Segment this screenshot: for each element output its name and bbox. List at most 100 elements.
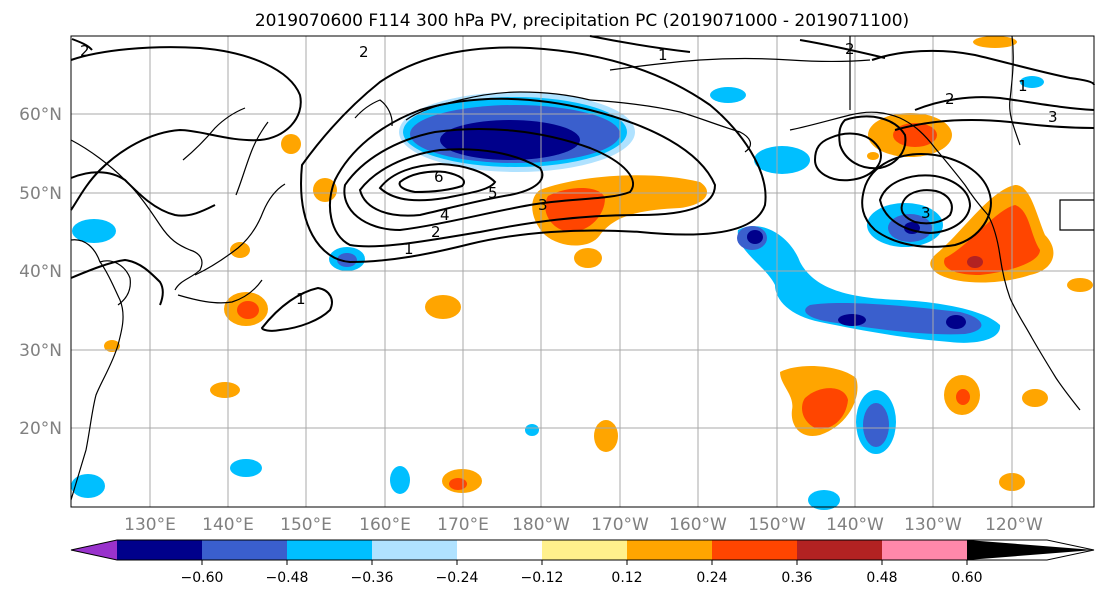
pv-contour-label: 1 <box>296 290 306 308</box>
pv-contours <box>70 35 1095 332</box>
pv-contour-label: 3 <box>921 204 931 222</box>
colorbar-segment <box>882 540 967 560</box>
colorbar-segment <box>627 540 712 560</box>
lon-label: 140°W <box>826 515 884 535</box>
lon-label: 170°E <box>437 515 489 535</box>
neg-anomaly-ne-pacific-west-core <box>747 230 763 244</box>
colorbar-segment <box>117 540 202 560</box>
colorbar-tick-label: 0.24 <box>696 570 727 586</box>
lat-label: 30°N <box>19 341 62 361</box>
neg-anomaly-gulf <box>754 146 810 174</box>
colorbar-tick-label: 0.48 <box>866 570 897 586</box>
colorbar-segment <box>287 540 372 560</box>
pos-anomaly-kuril <box>281 134 301 154</box>
colorbar-extend-max <box>967 540 1094 560</box>
lon-label: 150°E <box>280 515 332 535</box>
colorbar-extend-min <box>71 540 117 560</box>
neg-anomaly-trop-1 <box>230 459 262 477</box>
lon-label: 130°E <box>124 515 176 535</box>
pos-anomaly-subtropic-2-core <box>956 389 970 405</box>
colorbar-segment <box>797 540 882 560</box>
colorbar-tick-label: −0.36 <box>351 570 394 586</box>
pv-contour-label: 3 <box>1048 108 1058 126</box>
neg-anomaly-alaska-small <box>710 87 746 103</box>
pv-contour-label-group: 1 2 3 4 5 6 1 2 3 1 2 1 2 3 2 <box>80 40 1058 308</box>
map-frame <box>70 35 1095 508</box>
neg-anomaly-philippines <box>71 474 105 498</box>
lat-label: 60°N <box>19 105 62 125</box>
pos-anomaly-inland <box>1067 278 1093 292</box>
neg-anomaly-canada <box>1020 76 1044 88</box>
colorbar-tick-label: −0.24 <box>436 570 479 586</box>
pv-contour-label: 3 <box>538 196 548 214</box>
colorbar-outline <box>70 539 1095 561</box>
pos-anomaly-alaska-panhandle-inner <box>893 123 937 147</box>
pos-anomaly-aleutian-small <box>574 248 602 268</box>
pos-anomaly-midlat <box>425 295 461 319</box>
pv-contour-label: 1 <box>1018 77 1028 95</box>
colorbar-tick-label: 0.60 <box>951 570 982 586</box>
map-panel: 1 2 3 4 5 6 1 2 3 1 2 1 2 3 2 <box>70 35 1095 510</box>
pos-anomaly-subtropic-1-inner <box>802 388 848 429</box>
neg-anomaly-sw-of-low-core <box>337 253 357 267</box>
pos-anomaly-trop-1-core <box>449 478 467 490</box>
colorbar-segment <box>457 540 542 560</box>
lon-label: 180°W <box>512 515 570 535</box>
neg-anomaly-ne-pacific-core <box>838 314 866 326</box>
colorbar-tick-label: −0.12 <box>521 570 564 586</box>
neg-anomaly-bering-core <box>440 120 580 160</box>
neg-anomaly-ne-pacific-east-core <box>946 315 966 329</box>
colorbar-segment <box>542 540 627 560</box>
lon-label: 160°W <box>669 515 727 535</box>
pv-contour-label: 1 <box>404 240 414 258</box>
longitude-labels: 130°E 140°E 150°E 160°E 170°E 180°W 170°… <box>124 515 1043 535</box>
pv-contour-label: 2 <box>945 90 955 108</box>
neg-anomaly-south-edge <box>808 490 840 510</box>
lon-label: 130°W <box>904 515 962 535</box>
lat-label: 20°N <box>19 419 62 439</box>
colorbar-segment <box>372 540 457 560</box>
latitude-labels: 60°N 50°N 40°N 30°N 20°N <box>19 105 62 439</box>
lon-label: 150°W <box>748 515 806 535</box>
colorbar-ticks <box>201 560 968 565</box>
lat-label: 40°N <box>19 262 62 282</box>
pos-anomaly-north-edge <box>973 36 1017 48</box>
neg-anomaly-korea <box>72 219 116 243</box>
pv-contour-label: 5 <box>488 184 498 202</box>
neg-anomaly-trop-2 <box>390 466 410 494</box>
lat-label: 50°N <box>19 184 62 204</box>
neg-anomaly-ne-pacific-inner <box>805 302 982 335</box>
neg-anomaly-subtropic-inner <box>863 403 889 447</box>
pv-contour-label: 2 <box>845 40 855 58</box>
colorbar-tick-label: 0.36 <box>781 570 812 586</box>
pv-contour-label: 2 <box>431 223 441 241</box>
pv-contour-label: 4 <box>440 206 450 224</box>
pv-contour-label: 1 <box>658 46 668 64</box>
neg-anomaly-trop-3 <box>525 424 539 436</box>
pv-contour-label: 2 <box>359 43 369 61</box>
colorbar-tick-label: 0.12 <box>611 570 642 586</box>
colorbar: −0.60 −0.48 −0.36 −0.24 −0.12 0.12 0.24 … <box>70 539 1095 586</box>
pv-contour-label: 6 <box>434 168 444 186</box>
colorbar-segment <box>712 540 797 560</box>
lon-label: 140°E <box>202 515 254 535</box>
pos-anomaly-central-pacific <box>594 420 618 452</box>
lon-label: 170°W <box>591 515 649 535</box>
pos-anomaly-westcoast-inner <box>944 205 1040 275</box>
pos-anomaly-westcoast-core <box>967 256 983 268</box>
pv-contour-label: 2 <box>80 42 90 60</box>
lon-label: 160°E <box>359 515 411 535</box>
colorbar-segment <box>202 540 287 560</box>
colorbar-tick-label: −0.48 <box>266 570 309 586</box>
pos-anomaly-japan-core <box>237 301 259 319</box>
lon-label: 120°W <box>985 515 1043 535</box>
pos-anomaly-tiny <box>867 152 879 160</box>
pos-anomaly-japan-sea <box>230 242 250 258</box>
pos-anomaly-ecs <box>104 340 120 352</box>
colorbar-tick-label: −0.60 <box>181 570 224 586</box>
pos-anomaly-subtropic-3 <box>1022 389 1048 407</box>
pos-anomaly-trop-2 <box>210 382 240 398</box>
map-title: 2019070600 F114 300 hPa PV, precipitatio… <box>255 11 909 31</box>
graticule <box>71 36 1094 507</box>
